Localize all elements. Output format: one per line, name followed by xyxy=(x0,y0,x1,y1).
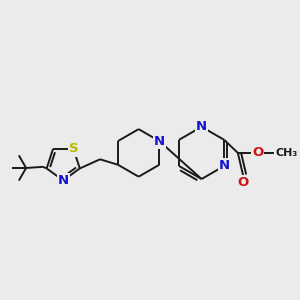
Text: O: O xyxy=(237,176,249,189)
Text: CH₃: CH₃ xyxy=(275,148,298,158)
Text: O: O xyxy=(252,146,263,159)
Text: N: N xyxy=(196,120,207,133)
Text: S: S xyxy=(69,142,78,155)
Text: N: N xyxy=(58,174,69,187)
Text: N: N xyxy=(219,160,230,172)
Text: N: N xyxy=(154,134,165,148)
